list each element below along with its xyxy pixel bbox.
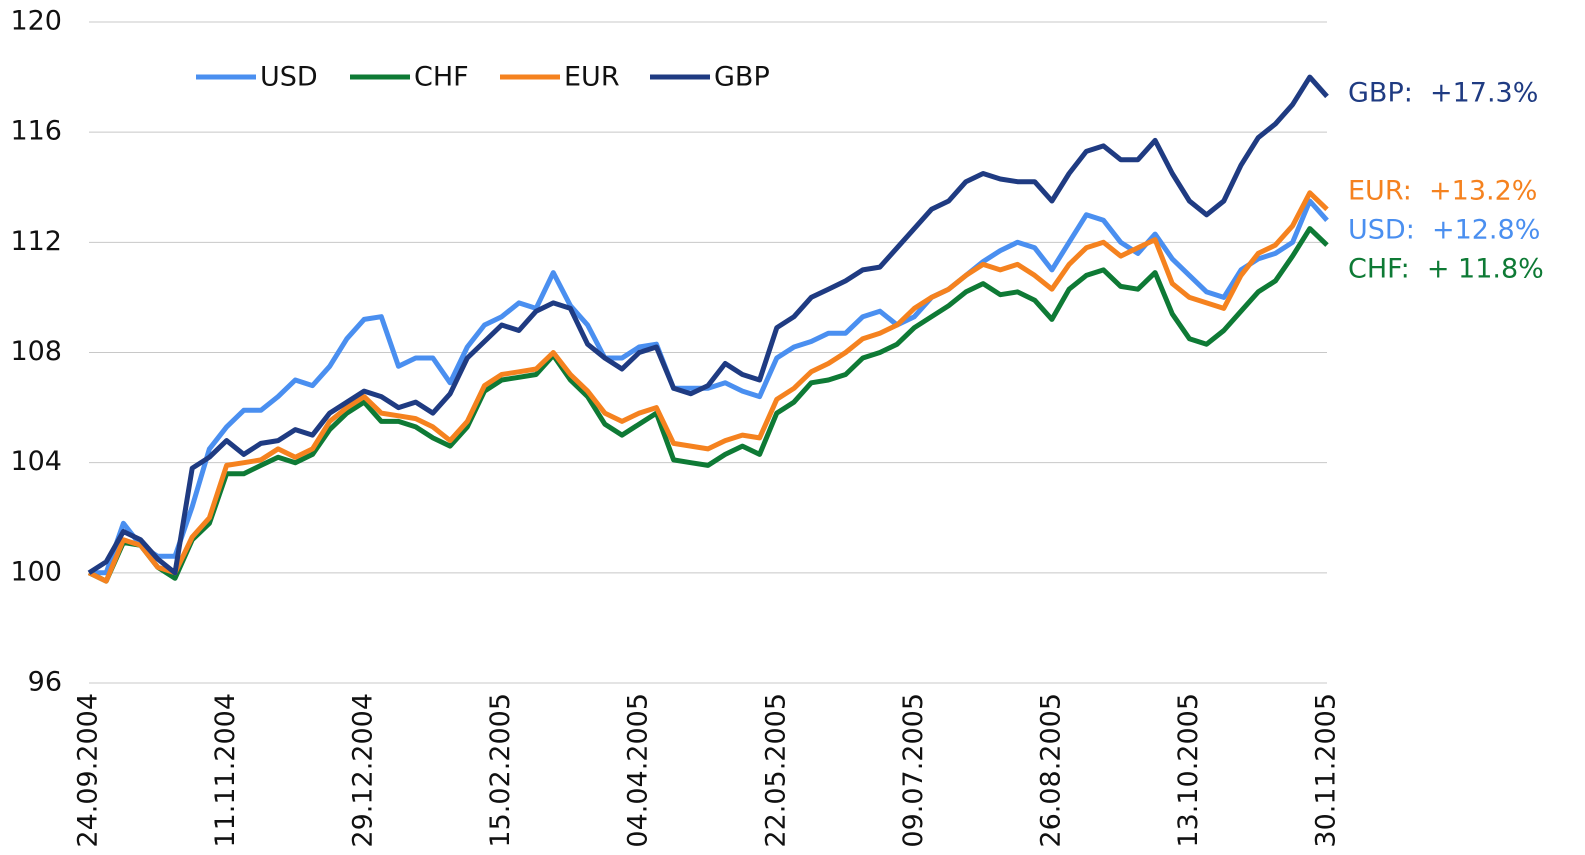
legend-label: CHF <box>414 62 469 93</box>
x-tick-label: 13.10.2005 <box>1173 693 1204 848</box>
y-tick-label: 104 <box>10 446 62 477</box>
annotation: GBP: +17.3% <box>1348 78 1538 109</box>
x-tick-label: 24.09.2004 <box>73 693 104 848</box>
x-tick-label: 22.05.2005 <box>760 693 791 848</box>
series-line <box>87 74 1329 576</box>
x-tick-label: 26.08.2005 <box>1035 693 1066 848</box>
x-tick-label: 29.12.2004 <box>348 693 379 848</box>
series-line <box>87 190 1329 584</box>
x-tick-label: 11.11.2004 <box>210 693 241 848</box>
x-tick-label: 04.04.2005 <box>623 693 654 848</box>
y-tick-label: 112 <box>10 226 62 257</box>
y-tick-label: 108 <box>10 336 62 367</box>
series-line <box>87 226 1329 584</box>
legend-label: GBP <box>714 62 770 93</box>
legend-label: USD <box>260 62 318 93</box>
annotation: CHF: + 11.8% <box>1348 254 1544 285</box>
legend-label: EUR <box>564 62 620 93</box>
annotation: USD: +12.8% <box>1348 215 1540 246</box>
y-tick-label: 100 <box>10 556 62 587</box>
y-tick-label: 120 <box>10 6 62 37</box>
x-tick-label: 30.11.2005 <box>1311 693 1342 848</box>
y-tick-label: 96 <box>28 667 62 698</box>
x-tick-label: 09.07.2005 <box>898 693 929 848</box>
annotation: EUR: +13.2% <box>1348 176 1537 207</box>
x-tick-label: 15.02.2005 <box>485 693 516 848</box>
y-tick-label: 116 <box>10 116 62 147</box>
